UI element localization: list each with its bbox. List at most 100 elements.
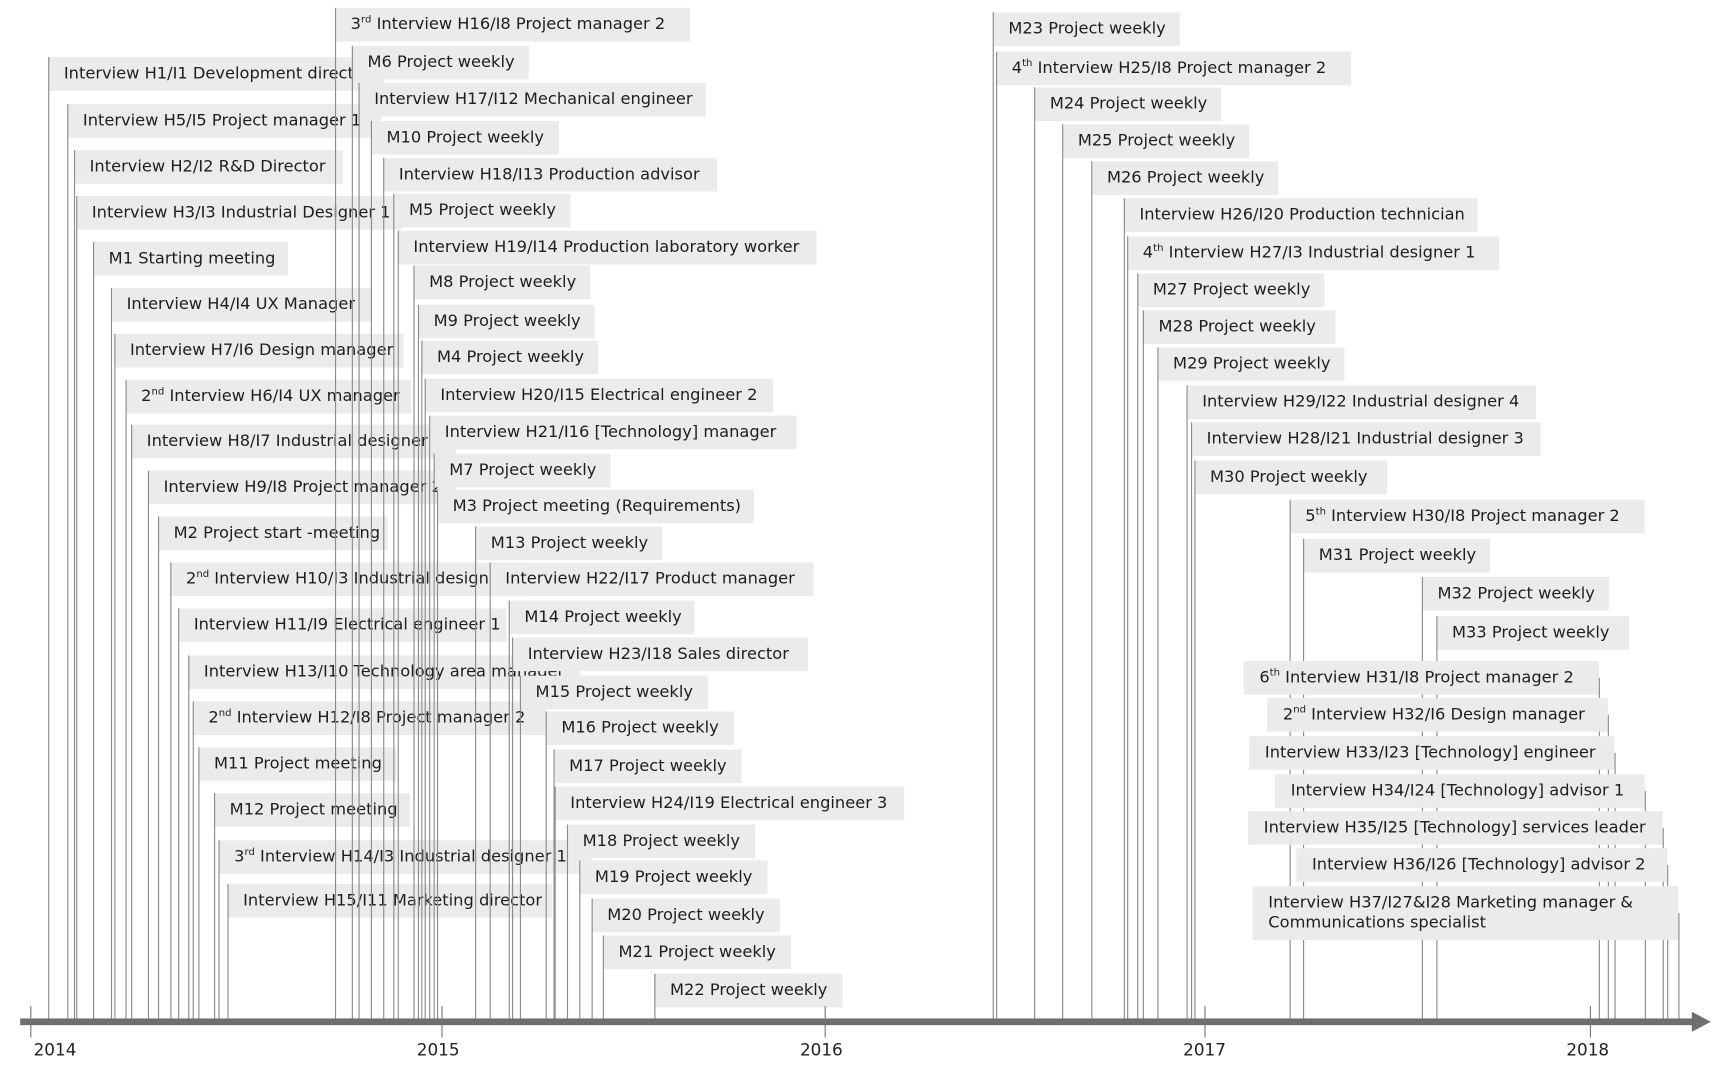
year-tick [824, 1006, 826, 1038]
event-marker-line [554, 786, 556, 1020]
event-text: Interview H34/I24 [Technology] advisor 1 [1290, 782, 1625, 800]
event-marker-line [125, 379, 127, 1020]
event-marker-line [213, 793, 216, 1020]
event-ordinal: 3 [350, 15, 362, 34]
event-text: M14 Project weekly [524, 608, 682, 627]
year-label: 2014 [33, 1039, 77, 1060]
event-label: Interview H23/I18 Sales director [512, 637, 808, 672]
event-text: M20 Project weekly [607, 906, 765, 925]
event-marker-line [436, 489, 439, 1020]
event-text: M31 Project weekly [1318, 546, 1477, 565]
event-text: M7 Project weekly [449, 461, 597, 480]
event-label: M5 Project weekly [393, 193, 571, 228]
event-label: M11 Project meeting [198, 747, 397, 781]
event-label: Interview H1/I1 Development director [48, 57, 385, 91]
event-text: M2 Project start -meeting [173, 524, 381, 543]
event-label: Interview H2/I2 R&D Director [73, 150, 343, 184]
event-label: M3 Project meeting (Requirements) [436, 489, 755, 524]
event-text: Interview H33/I23 [Technology] engineer [1264, 743, 1596, 762]
event-text: M23 Project weekly [1008, 20, 1166, 39]
event-label: 2nd Interview H32/I6 Design manager [1267, 698, 1608, 732]
event-label: M12 Project meeting [213, 793, 411, 827]
event-label: Interview H18/I13 Production advisor [383, 157, 718, 192]
event-label: M9 Project weekly [417, 304, 595, 339]
event-marker-line [553, 749, 555, 1020]
event-text: Interview H18/I13 Production advisor [398, 165, 700, 184]
event-text: M12 Project meeting [229, 801, 398, 820]
event-text: M17 Project weekly [569, 757, 727, 776]
event-text: Interview H7/I6 Design manager [129, 341, 394, 360]
event-text: Interview H8/I7 Industrial designer 2 [146, 432, 444, 451]
year-label: 2015 [416, 1039, 460, 1060]
event-text: Interview H20/I15 Electrical engineer 2 [440, 386, 758, 405]
event-ordinal-suffix: nd [151, 386, 165, 398]
axis-arrow-icon [1691, 1011, 1711, 1032]
event-label: M26 Project weekly [1091, 161, 1279, 195]
event-marker-line [424, 378, 426, 1020]
event-label: Interview H3/I3 Industrial Designer 1 [76, 196, 402, 230]
event-text: Interview H31/I8 Project manager 2 [1280, 668, 1574, 687]
event-ordinal: 5 [1305, 507, 1316, 526]
event-ordinal: 3 [234, 848, 245, 867]
event-marker-line [1123, 198, 1125, 1020]
event-marker-line [545, 711, 547, 1020]
event-ordinal: 2 [1282, 705, 1294, 724]
event-text: Interview H17/I12 Mechanical engineer [374, 90, 693, 109]
event-ordinal: 2 [208, 709, 219, 728]
event-text: Interview H27/I3 Industrial designer 1 [1163, 244, 1476, 263]
event-ordinal-suffix: th [1315, 506, 1326, 518]
event-ordinal: 4 [1011, 59, 1023, 78]
event-label: Interview H20/I15 Electrical engineer 2 [424, 378, 774, 413]
event-text: M10 Project weekly [386, 128, 544, 147]
event-text: Interview H4/I4 UX Manager [126, 295, 356, 314]
event-marker-line [508, 600, 510, 1020]
event-label: Interview H11/I9 Electrical engineer 1 [178, 608, 507, 642]
event-ordinal-suffix: nd [218, 708, 232, 720]
event-text: Interview H21/I16 [Technology] manager [444, 423, 777, 442]
event-label: M16 Project weekly [545, 711, 734, 746]
event-text: M13 Project weekly [490, 534, 649, 553]
event-marker-line [421, 340, 423, 1020]
event-text: M18 Project weekly [582, 832, 741, 851]
event-marker-line [654, 973, 656, 1020]
event-marker-line [227, 883, 229, 1020]
event-text: Interview H36/I26 [Technology] advisor 2 [1311, 855, 1646, 874]
event-text: M16 Project weekly [561, 719, 719, 738]
event-text: M19 Project weekly [594, 868, 753, 887]
event-text: Interview H2/I2 R&D Director [89, 157, 326, 176]
event-text: Interview H9/I8 Project manager 2 [163, 478, 442, 497]
event-label: M32 Project weekly [1421, 577, 1609, 611]
event-label: 2nd Interview H10/I3 Industrial designer… [170, 562, 529, 597]
event-label: M28 Project weekly [1142, 310, 1336, 344]
event-label: Interview H8/I7 Industrial designer 2 [131, 424, 457, 459]
event-marker-line [147, 470, 150, 1020]
event-label: M1 Starting meeting [92, 242, 288, 276]
event-marker-line [429, 415, 431, 1020]
event-marker-line [76, 196, 78, 1020]
year-tick [441, 1006, 443, 1038]
event-marker-line [110, 287, 113, 1020]
event-label: M25 Project weekly [1062, 124, 1250, 158]
event-label: M14 Project weekly [508, 600, 695, 635]
event-ordinal: 6 [1259, 668, 1270, 687]
event-marker-line [1667, 864, 1669, 1020]
event-text: M28 Project weekly [1158, 318, 1316, 337]
event-label: 3rd Interview H14/I3 Industrial designer… [218, 840, 592, 874]
event-marker-line [334, 7, 337, 1020]
event-marker-line [475, 526, 477, 1020]
event-label: M22 Project weekly [654, 973, 843, 1008]
year-tick [30, 1006, 32, 1038]
event-text: Interview H37/I27&I28 Marketing manager … [1268, 894, 1634, 933]
event-marker-line [413, 265, 415, 1020]
event-marker-line [114, 333, 116, 1020]
event-marker-line [192, 701, 194, 1020]
event-marker-line [198, 747, 200, 1020]
event-label: Interview H21/I16 [Technology] manager [429, 415, 797, 450]
event-marker-line [67, 104, 69, 1020]
event-text: Interview H15/I11 Marketing director [243, 891, 543, 910]
event-label: Interview H36/I26 [Technology] advisor 2 [1296, 848, 1668, 882]
event-ordinal-suffix: rd [361, 14, 372, 26]
event-marker-line [602, 935, 604, 1020]
event-text: M1 Starting meeting [108, 249, 276, 268]
